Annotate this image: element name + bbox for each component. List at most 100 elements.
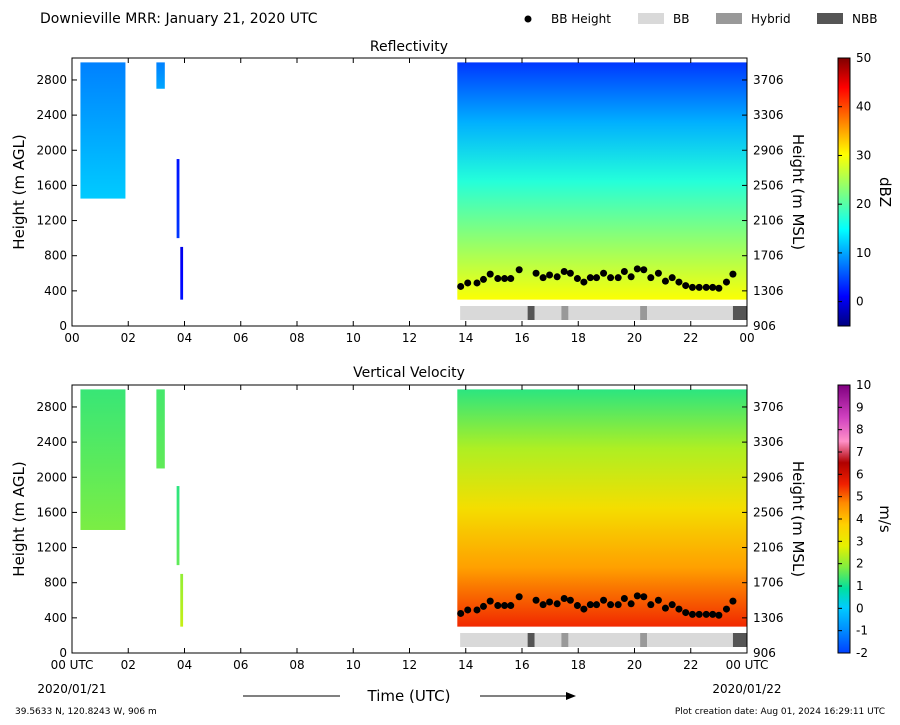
bb-height-point (654, 269, 662, 277)
colorbar-label: m/s (876, 505, 894, 533)
bb-height-point (715, 611, 723, 619)
bb-height-point (654, 596, 662, 604)
bb-class-bb (647, 306, 733, 320)
colorbar-label: dBZ (876, 177, 894, 207)
bb-height-point (553, 600, 561, 608)
colorbar-tick-label: 0 (856, 295, 864, 309)
bb-height-point (620, 595, 628, 603)
bb-height-point (695, 283, 703, 291)
bb-height-point (702, 610, 710, 618)
bb-class-bb (534, 633, 562, 647)
colorbar-tick-label: 30 (856, 148, 871, 162)
colorbar-tick-label: 2 (856, 557, 864, 571)
bb-height-point (457, 282, 465, 290)
y-tick-label: 800 (44, 249, 67, 263)
colorbar-tick-label: 10 (856, 246, 871, 260)
bb-class-bb (460, 633, 528, 647)
colorbar-tick-label: 9 (856, 400, 864, 414)
x-tick-label: 08 (289, 331, 304, 345)
bb-class-nbb (732, 633, 747, 647)
bb-height-point (682, 609, 690, 617)
y-axis-label: Height (m AGL) (10, 461, 28, 576)
bb-height-point (607, 274, 615, 282)
bb-class-bb (568, 306, 641, 320)
bb-height-point (647, 274, 655, 282)
colorbar-tick-label: 0 (856, 601, 864, 615)
y-tick-label: 1600 (36, 178, 67, 192)
x-arrow-head (566, 692, 576, 700)
nbb-legend-swatch (817, 13, 843, 24)
bb-height-point (539, 601, 547, 609)
y-tick-label-right: 3706 (753, 73, 784, 87)
bb-class-nbb (732, 306, 747, 320)
y-tick-label: 2000 (36, 143, 67, 157)
bb-height-point (607, 601, 615, 609)
bb-height-point (702, 283, 710, 291)
x-tick-label: 20 (627, 658, 642, 672)
bb-height-point (494, 275, 502, 283)
y-tick-label: 0 (59, 646, 67, 660)
bb-height-point (682, 282, 690, 290)
bb-height-point (715, 284, 723, 292)
nbb-legend-label: NBB (852, 12, 877, 26)
bb-height-point (729, 270, 737, 278)
bb-height-point (546, 271, 554, 279)
y-tick-label-right: 1706 (753, 249, 784, 263)
bb-height-point (688, 610, 696, 618)
bb-class-nbb (527, 306, 535, 320)
bb-height-legend-label: BB Height (551, 12, 611, 26)
bb-height-point (573, 275, 581, 283)
bb-height-point (640, 266, 648, 274)
bb-height-point (553, 273, 561, 281)
bb-height-point (600, 596, 608, 604)
colorbar-tick-label: 5 (856, 490, 864, 504)
colorbar-tick-label: 4 (856, 512, 864, 526)
y-tick-label-right: 2906 (753, 470, 784, 484)
x-tick-label: 18 (571, 331, 586, 345)
bb-height-point (560, 595, 568, 603)
bb-height-point (695, 610, 703, 618)
echo-region (176, 159, 180, 239)
y-tick-label: 2800 (36, 73, 67, 87)
bb-height-point (501, 602, 509, 610)
y-axis-label-right: Height (m MSL) (789, 134, 807, 250)
x-tick-label: 14 (458, 331, 473, 345)
bb-height-point (614, 601, 622, 609)
bb-height-point (593, 601, 601, 609)
y-tick-label-right: 2506 (753, 178, 784, 192)
colorbar-tick-label: 3 (856, 534, 864, 548)
bb-height-point (688, 283, 696, 291)
bb-height-point (620, 268, 628, 276)
bb-height-point (586, 601, 594, 609)
echo-region (156, 389, 165, 469)
x-tick-label: 10 (346, 658, 361, 672)
bb-height-point (573, 602, 581, 610)
legend: BB Height BB Hybrid NBB (524, 12, 877, 26)
bb-height-point (586, 274, 594, 282)
bb-height-point (566, 596, 574, 604)
bb-height-point (457, 609, 465, 617)
bb-class-bb (534, 306, 562, 320)
bb-height-point (709, 283, 717, 291)
x-tick-label: 04 (177, 658, 192, 672)
x-tick-label: 00 (64, 331, 79, 345)
date-end: 2020/01/22 (712, 682, 781, 696)
bb-height-point (464, 279, 472, 287)
figure-title: Downieville MRR: January 21, 2020 UTC (40, 11, 318, 27)
bb-height-point (515, 593, 523, 601)
y-tick-label-right: 906 (753, 319, 776, 333)
x-tick-label: 08 (289, 658, 304, 672)
bb-height-point (507, 275, 515, 283)
bb-height-point (627, 273, 635, 281)
y-tick-label: 400 (44, 284, 67, 298)
bb-height-point (627, 600, 635, 608)
x-tick-label: 00 (739, 331, 754, 345)
y-tick-label-right: 1706 (753, 576, 784, 590)
bb-height-point (593, 274, 601, 282)
bb-height-point (661, 277, 669, 285)
x-tick-label: 06 (233, 658, 248, 672)
colorbar-tick-label: 7 (856, 445, 864, 459)
bb-height-point (464, 606, 472, 614)
velocity-panel: Vertical Velocity 00 UTC 02 04 06 08 10 12 14 16… (10, 365, 894, 672)
bb-height-point (675, 605, 683, 613)
